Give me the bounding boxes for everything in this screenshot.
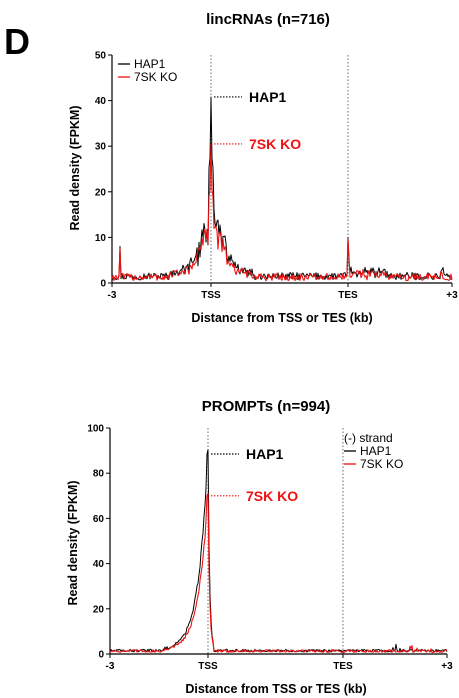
y-axis-label: Read density (FPKM) [68,105,82,230]
annotations: HAP1 7SK KO [211,446,298,504]
y-ticks: 0 20 40 60 80 100 [87,424,110,661]
y-tick-label: 80 [93,469,105,480]
x-axis-label: Distance from TSS or TES (kb) [191,311,372,325]
y-tick-label: 0 [100,279,106,290]
chart-title: lincRNAs (n=716) [206,11,330,28]
y-tick-label: 10 [95,233,107,244]
y-ticks: 0 10 20 30 40 50 [95,51,112,290]
panel-letter: D [4,21,30,62]
series-group [109,449,448,653]
chart-title: PROMPTs (n=994) [202,398,331,415]
x-tick-label: +3 [441,661,453,672]
chart-frame [109,428,447,655]
series-line-hap1 [111,96,453,281]
legend-label: 7SK KO [360,457,403,471]
x-tick-label: TSS [198,661,218,672]
x-tick-label: TES [333,661,353,672]
y-tick-label: 40 [95,96,107,107]
annotation-label: HAP1 [249,89,287,105]
legend-title: (-) strand [344,431,393,445]
y-tick-label: 40 [93,559,105,570]
y-tick-label: 60 [93,514,105,525]
x-ticks: -3 TSS TES +3 [106,654,453,672]
x-tick-label: -3 [106,661,115,672]
legend-label: HAP1 [360,444,392,458]
y-tick-label: 100 [87,424,104,435]
x-tick-label: TES [338,290,358,301]
annotation-label: 7SK KO [246,488,298,504]
y-axis-label: Read density (FPKM) [66,480,80,605]
series-line-hap1 [109,449,448,653]
x-ticks: -3 TSS TES +3 [108,283,458,301]
annotations: HAP1 7SK KO [214,89,301,152]
annotation-label: 7SK KO [249,136,301,152]
series-line-7sk-ko [109,492,448,653]
annotation-label: HAP1 [246,446,284,462]
y-tick-label: 30 [95,142,107,153]
series-group [111,96,453,282]
x-tick-label: +3 [446,290,458,301]
legend-label: 7SK KO [134,70,177,84]
legend-label: HAP1 [134,57,166,71]
x-tick-label: -3 [108,290,117,301]
y-tick-label: 20 [95,187,107,198]
y-tick-label: 0 [98,650,104,661]
series-line-7sk-ko [111,143,453,282]
x-tick-label: TSS [201,290,221,301]
y-tick-label: 20 [93,604,105,615]
y-tick-label: 50 [95,51,107,62]
x-axis-label: Distance from TSS or TES (kb) [185,682,366,696]
